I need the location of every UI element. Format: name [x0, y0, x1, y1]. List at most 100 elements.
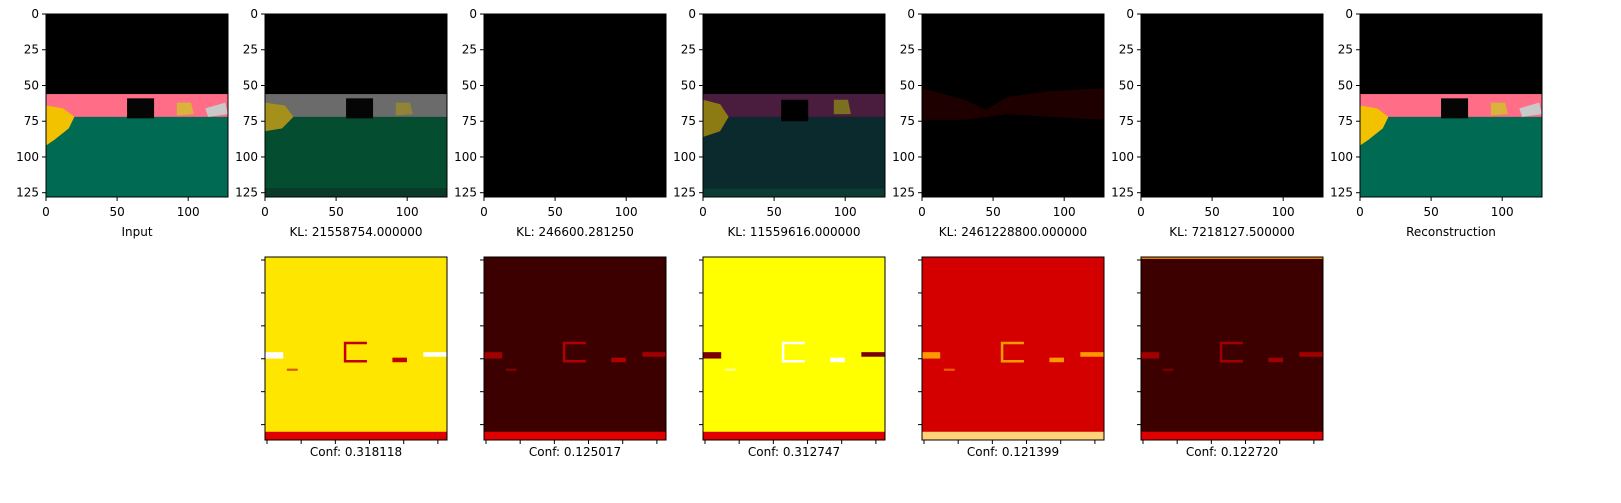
heatmap-panel-confidence-4: Conf: 0.121399: [918, 256, 1105, 459]
axes-frame: [483, 13, 667, 198]
x-tick-label: 0: [480, 205, 488, 219]
x-tick-label: 0: [1137, 205, 1145, 219]
y-tick-label: 50: [462, 78, 477, 92]
y-tick-label: 0: [31, 7, 39, 21]
y-tick-label: 25: [24, 43, 39, 57]
axes-frame: [264, 13, 448, 198]
image-panel-row: 0 50 100 0 25 50 75 100 125 Input 0 50 100 0 25 50 75 100…: [16, 7, 1543, 239]
confidence-caption: Conf: 0.312747: [748, 445, 840, 459]
left-feature: [484, 352, 503, 359]
yellow-object: [1360, 105, 1389, 146]
heatmap-bottom-strip: [703, 431, 885, 440]
y-tick-label: 25: [243, 43, 258, 57]
heatmap-field: [922, 257, 1104, 440]
x-tick-label: 100: [396, 205, 419, 219]
yellow-object: [46, 105, 75, 146]
heatmap-field: [703, 257, 885, 440]
y-tick-label: 100: [1111, 150, 1134, 164]
y-tick-label: 100: [892, 150, 915, 164]
heatmap-panel-confidence-3: Conf: 0.312747: [699, 256, 886, 459]
y-tick-label: 0: [1126, 7, 1134, 21]
x-tick-label: 100: [615, 205, 638, 219]
right-feature: [611, 357, 626, 363]
axes-frame: [264, 256, 448, 441]
image-content: [46, 14, 228, 197]
panel-caption: Input: [121, 225, 152, 239]
panel-caption: Reconstruction: [1406, 225, 1496, 239]
dark-red-band: [922, 88, 1104, 120]
dark-box: [346, 98, 374, 119]
x-tick-label: 0: [261, 205, 269, 219]
y-tick-label: 75: [243, 114, 258, 128]
image-panel-latent-5: 0 50 100 0 25 50 75 100 125 KL: 7218127.500000: [1111, 7, 1324, 239]
heatmap-field: [1141, 257, 1323, 440]
x-tick-label: 0: [1356, 205, 1364, 219]
image-panel-latent-2: 0 50 100 0 25 50 75 100 125 KL: 246600.281250: [454, 7, 667, 239]
y-tick-label: 0: [250, 7, 258, 21]
right-feature: [830, 357, 845, 363]
axes-frame: [483, 256, 667, 441]
image-panel-latent-4: 0 50 100 0 25 50 75 100 125 KL: 2461228800.000000: [892, 7, 1105, 239]
axes-frame: [1140, 13, 1324, 198]
y-tick-label: 125: [673, 186, 696, 200]
yellow-object-far: [395, 102, 413, 116]
small-feature: [286, 368, 298, 371]
image-content: [265, 14, 447, 197]
confidence-caption: Conf: 0.121399: [967, 445, 1059, 459]
axes-frame: [1359, 13, 1543, 198]
image-panel-reconstruction: 0 50 100 0 25 50 75 100 125 Reconstruction: [1330, 7, 1543, 239]
box-outline-feature: [562, 341, 586, 363]
box-outline-feature: [343, 341, 367, 363]
panel-caption: KL: 11559616.000000: [727, 225, 860, 239]
yellow-object: [265, 102, 294, 132]
bottom-strip: [703, 188, 885, 197]
image-content: [922, 14, 1104, 197]
right-edge-feature: [1299, 352, 1323, 357]
image-content: [484, 14, 666, 197]
right-feature: [1049, 357, 1064, 363]
x-tick-label: 50: [1423, 205, 1438, 219]
small-feature: [505, 368, 517, 371]
image-background: [484, 14, 666, 197]
image-panel-input: 0 50 100 0 25 50 75 100 125 Input: [16, 7, 229, 239]
axes-frame: [921, 13, 1105, 198]
right-edge-feature: [1080, 352, 1104, 357]
y-tick-label: 75: [681, 114, 696, 128]
yellow-object: [703, 99, 729, 137]
heatmap-field: [484, 257, 666, 440]
yellow-object-far: [833, 99, 851, 115]
y-tick-label: 25: [1119, 43, 1134, 57]
y-tick-label: 125: [1111, 186, 1134, 200]
panel-caption: KL: 21558754.000000: [289, 225, 422, 239]
y-tick-label: 0: [1345, 7, 1353, 21]
x-tick-label: 100: [1053, 205, 1076, 219]
x-tick-label: 50: [328, 205, 343, 219]
y-tick-label: 25: [1338, 43, 1353, 57]
y-tick-label: 25: [462, 43, 477, 57]
y-tick-label: 50: [24, 78, 39, 92]
y-tick-label: 125: [892, 186, 915, 200]
y-tick-label: 100: [1330, 150, 1353, 164]
confidence-caption: Conf: 0.125017: [529, 445, 621, 459]
small-feature: [724, 368, 736, 371]
x-tick-label: 100: [1491, 205, 1514, 219]
left-feature: [265, 352, 284, 359]
dark-box: [127, 98, 155, 119]
axes-frame: [702, 256, 886, 441]
right-feature: [392, 357, 407, 363]
floor-region: [46, 116, 228, 197]
x-tick-label: 50: [109, 205, 124, 219]
y-tick-label: 75: [1119, 114, 1134, 128]
bottom-strip: [265, 188, 447, 197]
image-content: [1141, 14, 1323, 197]
x-tick-label: 0: [42, 205, 50, 219]
y-tick-label: 125: [235, 186, 258, 200]
heatmap-bottom-strip: [484, 431, 666, 440]
image-panel-latent-3: 0 50 100 0 25 50 75 100 125 KL: 11559616.000000: [673, 7, 886, 239]
heatmap-bottom-strip: [1141, 431, 1323, 440]
y-tick-label: 50: [243, 78, 258, 92]
image-content: [1360, 14, 1542, 197]
left-feature: [1141, 352, 1160, 359]
x-tick-label: 50: [547, 205, 562, 219]
